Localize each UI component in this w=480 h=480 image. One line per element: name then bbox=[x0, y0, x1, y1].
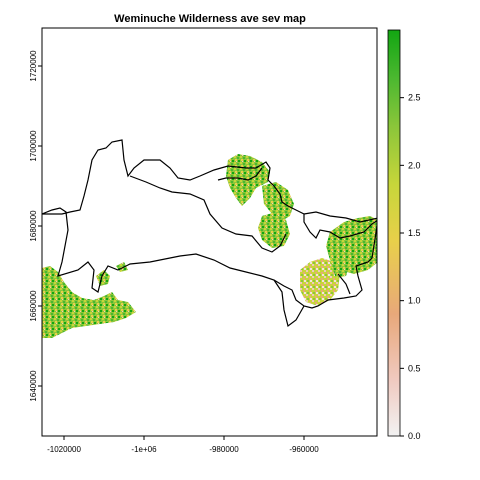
map-title: Weminuche Wilderness ave sev map bbox=[114, 13, 306, 25]
y-tick-label: 1660000 bbox=[29, 290, 38, 322]
y-tick-label: 1680000 bbox=[29, 210, 38, 242]
wilderness-inner-line-5 bbox=[273, 279, 305, 328]
wilderness-inner-line-1 bbox=[129, 175, 287, 253]
legend-tick-label: 1.0 bbox=[408, 296, 421, 306]
x-tick-label: -1020000 bbox=[47, 445, 81, 454]
y-tick-label: 1640000 bbox=[29, 370, 38, 402]
legend-tick-label: 0.5 bbox=[408, 363, 421, 373]
severity-patch-west bbox=[42, 266, 136, 338]
wilderness-inner-line-2 bbox=[217, 167, 263, 181]
legend-tick-label: 2.5 bbox=[408, 93, 421, 103]
x-tick-label: -1e+06 bbox=[131, 445, 157, 454]
x-tick-label: -960000 bbox=[289, 445, 319, 454]
severity-legend: 0.0 0.5 1.0 1.5 2.0 2.5 bbox=[387, 29, 421, 441]
wilderness-boundary bbox=[42, 139, 377, 309]
x-axis: -1020000 -1e+06 -980000 -960000 bbox=[47, 436, 319, 454]
y-tick-label: 1700000 bbox=[29, 130, 38, 162]
severity-patch-center bbox=[258, 212, 290, 248]
wilderness-inner-line-4 bbox=[337, 273, 351, 295]
y-axis: 1720000 1700000 1680000 1660000 1640000 bbox=[29, 50, 42, 402]
map-plot-area bbox=[42, 139, 377, 338]
severity-patch-southeast-2 bbox=[330, 256, 350, 278]
legend-tick-label: 2.0 bbox=[408, 160, 421, 170]
legend-tick-label: 0.0 bbox=[408, 431, 421, 441]
legend-ticks: 0.0 0.5 1.0 1.5 2.0 2.5 bbox=[400, 93, 421, 441]
x-tick-label: -980000 bbox=[209, 445, 239, 454]
wilderness-inner-line-3 bbox=[303, 211, 377, 223]
severity-patch-north-east bbox=[262, 182, 294, 222]
legend-tick-label: 1.5 bbox=[408, 228, 421, 238]
y-tick-label: 1720000 bbox=[29, 50, 38, 82]
severity-patch-small-west bbox=[96, 270, 110, 286]
plot-frame bbox=[41, 27, 378, 437]
legend-colorbar bbox=[387, 29, 401, 437]
severity-patch-southeast bbox=[300, 258, 340, 306]
